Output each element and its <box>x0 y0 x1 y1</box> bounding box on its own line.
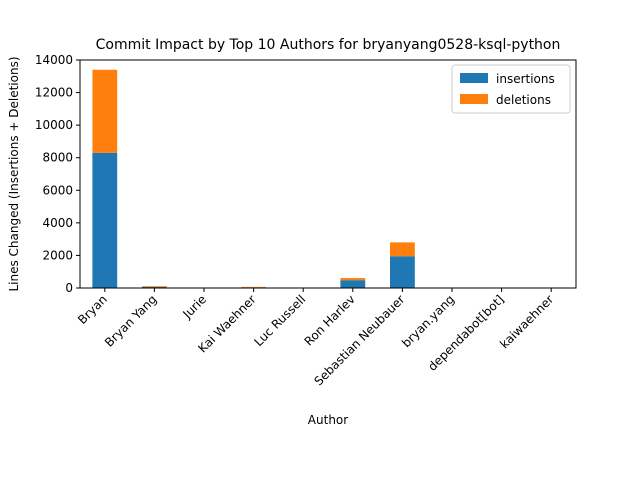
bar-deletions-6 <box>390 242 415 257</box>
y-tick-label: 12000 <box>35 86 73 100</box>
legend-label-deletions: deletions <box>496 93 551 107</box>
x-tick-label: kaiwaehner <box>497 292 556 351</box>
bar-insertions-5 <box>340 280 366 288</box>
y-tick-label: 4000 <box>42 216 73 230</box>
bar-deletions-1 <box>142 286 167 288</box>
y-tick-label: 14000 <box>35 53 73 67</box>
y-tick-label: 8000 <box>42 151 73 165</box>
bar-insertions-6 <box>390 256 415 288</box>
y-tick-label: 0 <box>65 281 73 295</box>
x-tick-label: Bryan Yang <box>102 292 159 349</box>
bars-group <box>92 69 564 288</box>
y-axis: 0 2000 4000 6000 8000 10000 12000 14000 <box>35 53 80 295</box>
legend: insertions deletions <box>451 64 571 114</box>
legend-swatch-insertions <box>460 73 488 83</box>
x-tick-label: Jurie <box>180 292 210 322</box>
legend-label-insertions: insertions <box>496 72 555 86</box>
y-axis-label: Lines Changed (Insertions + Deletions) <box>7 56 21 291</box>
x-tick-label: Luc Russell <box>251 292 308 349</box>
x-tick-label: Bryan <box>75 292 110 327</box>
x-axis-label: Author <box>308 413 348 427</box>
x-tick-label: Sebastian Neubauer <box>311 292 407 388</box>
legend-swatch-deletions <box>460 94 488 104</box>
bar-insertions-0 <box>92 152 118 288</box>
y-tick-label: 6000 <box>42 183 73 197</box>
bar-deletions-0 <box>92 69 118 153</box>
bar-deletions-5 <box>340 278 366 281</box>
y-tick-label: 2000 <box>42 248 73 262</box>
chart-title: Commit Impact by Top 10 Authors for brya… <box>96 37 561 53</box>
plot-frame <box>79 59 577 289</box>
y-tick-label: 10000 <box>35 118 73 132</box>
